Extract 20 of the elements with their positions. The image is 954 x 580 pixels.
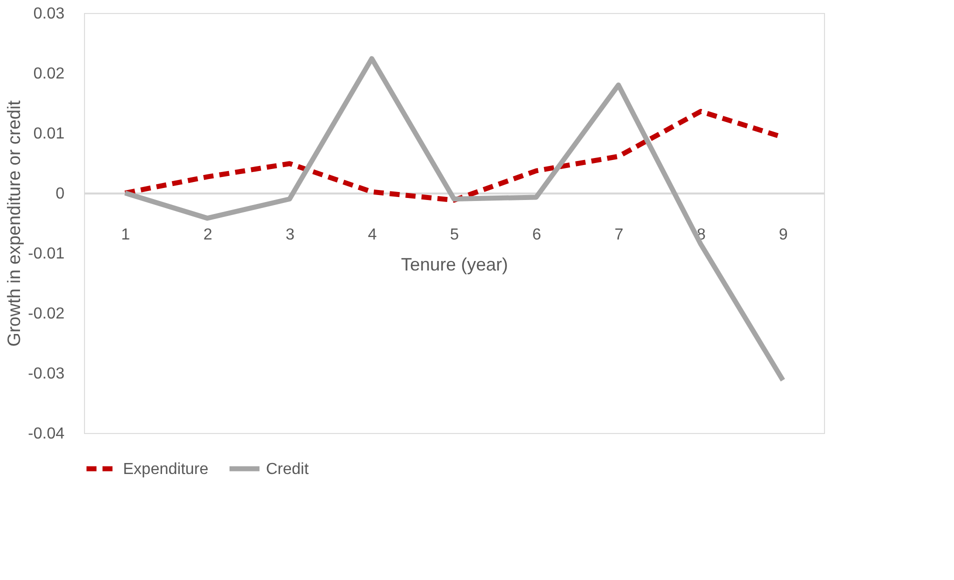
- y-tick-label: -0.03: [28, 366, 65, 382]
- y-tick-label: 0.03: [33, 6, 65, 22]
- x-tick-label: 5: [450, 226, 460, 244]
- x-tick-label: 3: [286, 226, 295, 244]
- x-tick-label: 4: [368, 226, 377, 244]
- legend-label: Credit: [266, 460, 310, 478]
- x-tick-label: 1: [121, 226, 130, 244]
- x-axis-title: Tenure (year): [400, 254, 508, 274]
- y-tick-label: -0.01: [28, 246, 65, 262]
- y-tick-label: 0.01: [33, 126, 65, 142]
- y-tick-label: -0.04: [28, 426, 65, 442]
- x-tick-label: 6: [532, 226, 542, 244]
- y-tick-label: 0.02: [33, 66, 65, 82]
- y-axis-title: Growth in expenditure or credit: [4, 100, 24, 347]
- x-tick-label: 9: [778, 226, 788, 244]
- legend-label: Expenditure: [123, 460, 208, 478]
- y-tick-label: 0: [56, 186, 65, 202]
- x-tick-label: 7: [614, 226, 624, 244]
- x-tick-label: 2: [203, 226, 212, 244]
- y-tick-label: -0.02: [28, 306, 65, 322]
